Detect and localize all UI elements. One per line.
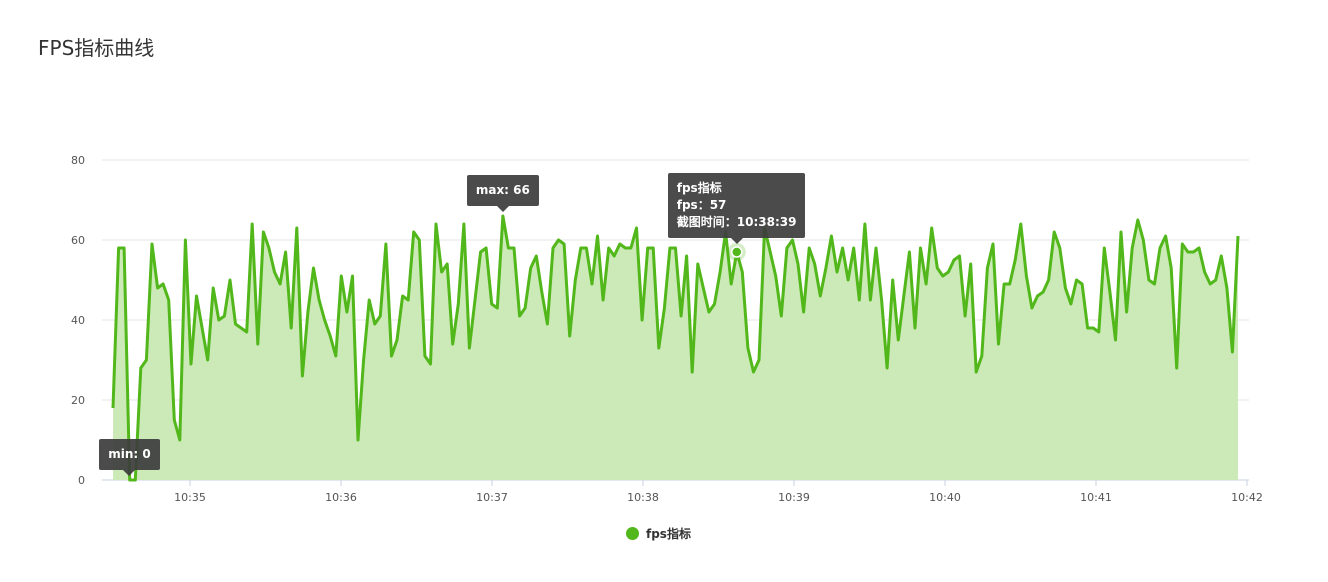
max-annotation-label: max: 66 xyxy=(475,183,530,197)
x-tick-label: 10:41 xyxy=(1080,491,1112,504)
tooltip-fps-value: fps：57 xyxy=(676,198,727,212)
x-tick-label: 10:39 xyxy=(778,491,810,504)
y-tick-label: 60 xyxy=(71,234,85,247)
min-annotation-label: min: 0 xyxy=(108,447,151,461)
y-tick-label: 20 xyxy=(71,394,85,407)
x-tick-label: 10:36 xyxy=(325,491,357,504)
min-annotation: min: 0 xyxy=(99,439,160,476)
tooltip-time: 截图时间：10:38:39 xyxy=(676,215,797,229)
y-axis-tick-labels: 0 20 40 60 80 xyxy=(71,154,85,487)
fps-area-fill xyxy=(113,216,1238,480)
legend-dot-icon xyxy=(626,527,639,540)
x-tick-label: 10:37 xyxy=(476,491,508,504)
hover-point xyxy=(727,243,746,261)
legend[interactable]: fps指标 xyxy=(626,525,691,542)
y-tick-label: 80 xyxy=(71,154,85,167)
x-axis: 10:35 10:36 10:37 10:38 10:39 10:40 10:41 10:42 xyxy=(102,479,1263,504)
max-annotation: max: 66 xyxy=(466,175,539,212)
fps-series-line xyxy=(111,214,1240,482)
tooltip-series-name: fps指标 xyxy=(676,181,722,195)
x-tick-label: 10:42 xyxy=(1231,491,1263,504)
x-tick-label: 10:40 xyxy=(929,491,961,504)
legend-label: fps指标 xyxy=(646,527,691,541)
y-tick-label: 0 xyxy=(78,474,85,487)
hover-tooltip: fps指标 fps：57 截图时间：10:38:39 xyxy=(667,173,806,244)
x-tick-label: 10:35 xyxy=(174,491,206,504)
chart-title: FPS指标曲线 xyxy=(38,36,155,60)
hover-point-dot[interactable] xyxy=(731,246,743,258)
y-tick-label: 40 xyxy=(71,314,85,327)
x-tick-label: 10:38 xyxy=(627,491,659,504)
